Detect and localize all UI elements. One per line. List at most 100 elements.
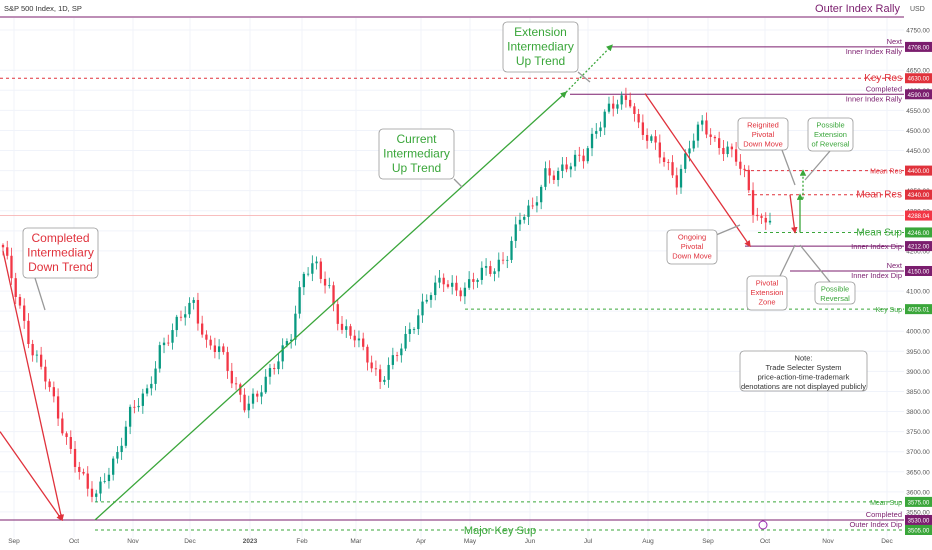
candle-body-150	[637, 114, 640, 123]
candle-body-135	[573, 154, 577, 167]
candle-body-174	[739, 161, 742, 169]
candle-body-145	[616, 104, 619, 109]
price-tag-bg-7	[905, 265, 932, 276]
candle-body-33	[141, 393, 144, 406]
y-tick-label-4: 3750.00	[906, 429, 930, 436]
candle-body-167	[709, 134, 712, 137]
price-tag-bg-2	[905, 89, 932, 100]
current-up-annotation-line-1: Intermediary	[383, 147, 450, 161]
candle-body-170	[722, 147, 725, 155]
candle-body-144	[612, 103, 615, 109]
candle-body-24	[103, 481, 106, 482]
candle-body-64	[273, 368, 276, 370]
possible-reversal-annotation-line-1: Reversal	[820, 294, 850, 303]
candle-body-130	[552, 175, 556, 180]
candle-body-89	[378, 369, 382, 382]
candle-body-102	[434, 282, 437, 296]
price-tag-bg-3	[905, 165, 932, 176]
price-tag-bg-5	[905, 227, 932, 238]
extension-up-annotation-line-1: Intermediary	[507, 40, 574, 54]
y-tick-label-6: 3850.00	[906, 389, 930, 396]
candle-body-142	[603, 111, 606, 128]
candle-body-161	[684, 153, 687, 169]
candle-body-47	[201, 323, 204, 335]
y-tick-label-11: 4100.00	[906, 289, 930, 296]
candle-body-152	[645, 134, 649, 141]
y-tick-label-21: 4650.00	[906, 68, 930, 75]
y-tick-label-5: 3800.00	[906, 409, 930, 416]
candle-body-20	[86, 473, 89, 489]
candle-body-11	[48, 381, 51, 388]
candle-body-2	[10, 255, 13, 279]
level-label-5: Mean Sup	[856, 227, 902, 238]
candle-body-115	[489, 266, 492, 274]
candle-body-90	[383, 379, 386, 382]
candle-body-0	[1, 244, 5, 248]
reignited-annotation-line-1: Pivotal	[752, 130, 775, 139]
candle-body-72	[306, 273, 310, 275]
pivotal-zone-annotation-line-1: Extension	[751, 288, 784, 297]
price-tag-6: 4212.00	[908, 245, 930, 251]
extension-up-annotation-box	[502, 21, 579, 73]
candle-body-5	[23, 305, 26, 321]
extension-up-annotation-line-0: Extension	[514, 25, 567, 39]
reignited-annotation-box	[737, 117, 789, 151]
candle-body-169	[717, 138, 721, 148]
candle-body-60	[256, 393, 259, 397]
candle-body-19	[82, 472, 85, 474]
candle-body-122	[518, 219, 522, 225]
trend-lines	[0, 44, 831, 522]
x-tick-label-3: Dec	[184, 538, 196, 545]
candle-body-93	[395, 355, 399, 356]
completed-down-annotation-line-2: Down Trend	[28, 260, 93, 274]
candle-body-38	[162, 342, 166, 346]
x-tick-label-7: Apr	[416, 538, 427, 545]
pivotal-zone-annotation-line-0: Pivotal	[756, 279, 779, 288]
candle-body-157	[667, 161, 670, 163]
candle-body-133	[565, 164, 568, 170]
candle-body-137	[582, 155, 585, 162]
candle-body-73	[311, 263, 314, 274]
candle-body-85	[362, 338, 365, 347]
ongoing-annotation-line-2: Down Move	[672, 252, 712, 261]
completed-down-annotation-line-1: Intermediary	[27, 246, 94, 260]
price-tag-bg-11	[905, 525, 932, 535]
extension-up-annotation-line-2: Up Trend	[516, 54, 565, 68]
candle-body-116	[493, 271, 496, 274]
candle-body-160	[679, 168, 683, 188]
candle-body-82	[349, 326, 352, 336]
extension-up-trend-line	[565, 44, 613, 93]
x-tick-label-13: Oct	[760, 538, 770, 545]
candle-body-131	[556, 170, 560, 180]
x-tick-label-11: Aug	[642, 538, 654, 545]
candle-body-175	[743, 168, 746, 170]
candle-body-96	[408, 329, 411, 334]
price-tag-bg-9	[905, 496, 932, 507]
candle-body-87	[370, 362, 373, 369]
candle-body-77	[328, 285, 331, 287]
outer-index-rally-label: Outer Index Rally	[815, 3, 900, 15]
candle-body-43	[184, 314, 187, 318]
candle-body-108	[459, 290, 462, 297]
event-icon[interactable]	[758, 520, 768, 530]
candle-body-156	[662, 157, 666, 162]
x-tick-label-0: Sep	[8, 538, 20, 545]
x-tick-label-12: Sep	[702, 538, 714, 545]
candle-body-163	[692, 140, 695, 149]
possible-extension-annotation-line-2: of Reversal	[812, 140, 850, 149]
candle-body-61	[260, 392, 263, 397]
completed-down-annotation-box	[22, 227, 99, 279]
candle-body-173	[734, 149, 738, 162]
candle-body-99	[421, 301, 424, 316]
candle-body-112	[476, 279, 479, 282]
y-tick-label-17: 4450.00	[906, 148, 930, 155]
candle-body-134	[569, 166, 572, 170]
price-tag-5: 4246.00	[908, 231, 930, 237]
current-up-trend-line	[94, 91, 567, 521]
candle-body-140	[595, 131, 598, 134]
candle-body-27	[116, 452, 119, 459]
possible-reversal-annotation-line-0: Possible	[821, 285, 849, 294]
candle-body-119	[506, 259, 509, 261]
candle-body-151	[641, 122, 645, 135]
reignited-annotation-line-0: Reignited	[747, 121, 779, 130]
